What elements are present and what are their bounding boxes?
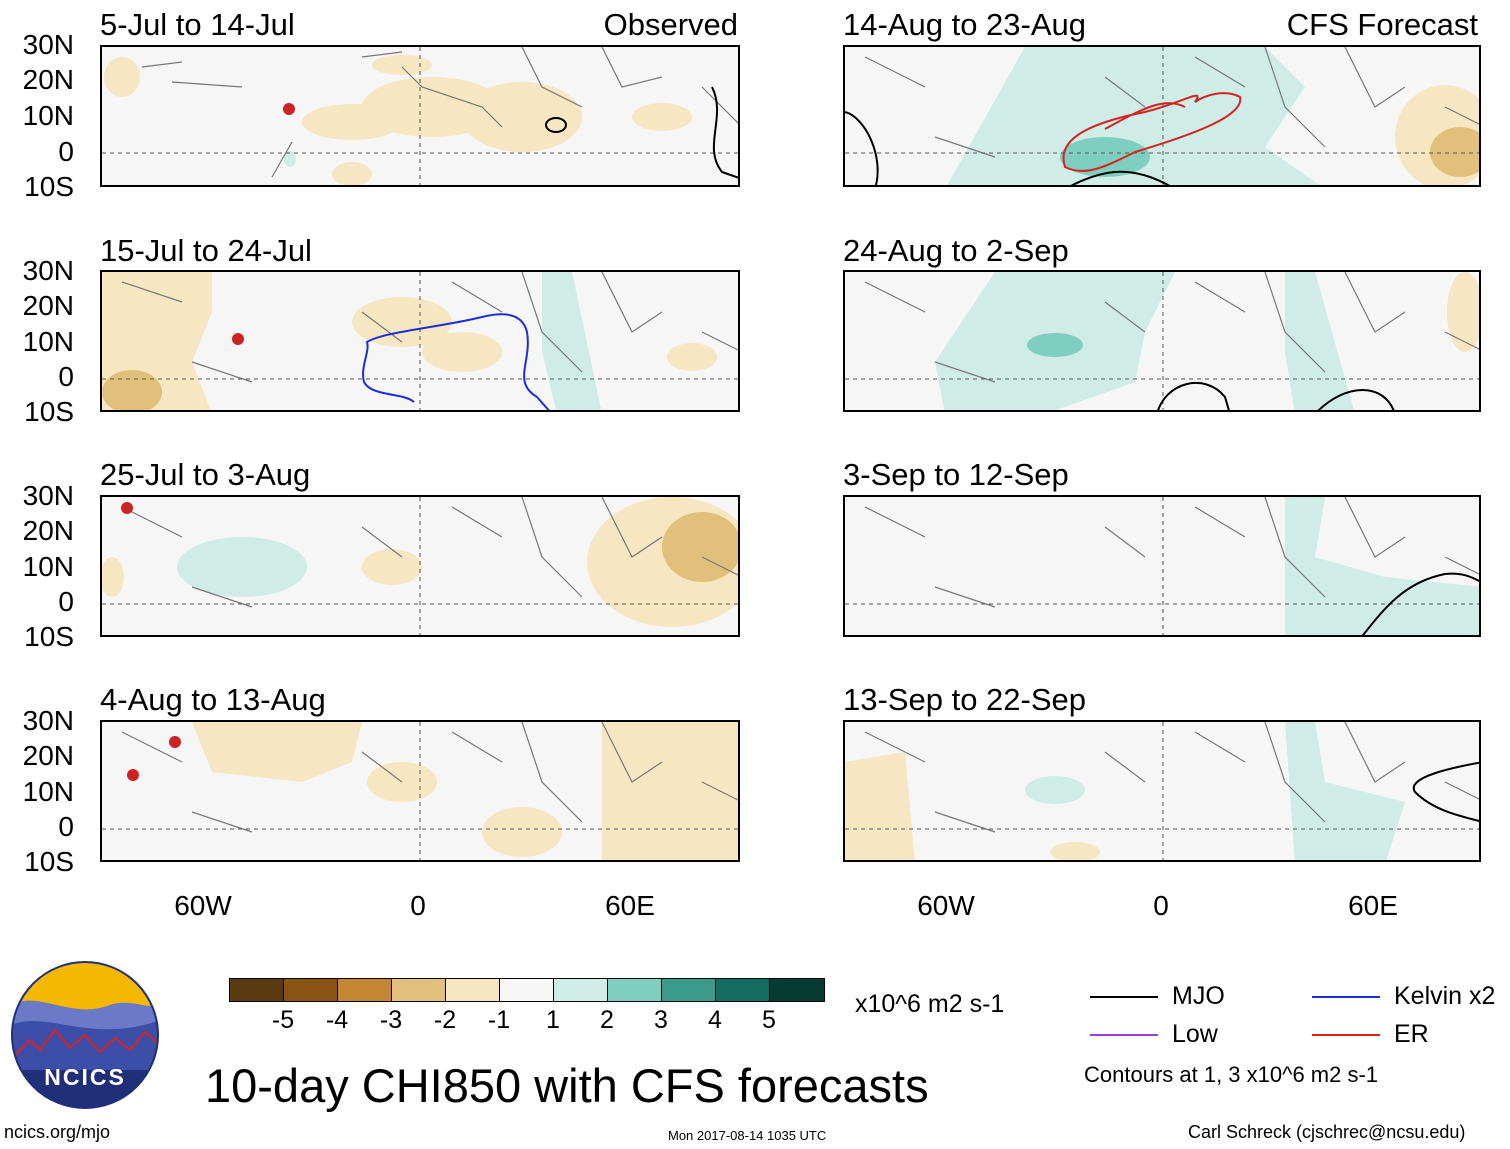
lat-label: 30N [22, 705, 74, 736]
legend-label: Low [1172, 1020, 1218, 1048]
colorbar-swatch [338, 979, 392, 1001]
map-panel-left-2 [100, 270, 740, 412]
colorbar-swatch [446, 979, 500, 1001]
panel-title-right-3: 3-Sep to 12-Sep [843, 457, 1069, 492]
lat-label: 10N [22, 100, 74, 131]
legend-label: Kelvin x2 [1394, 982, 1496, 1010]
lat-label: 10S [24, 846, 74, 877]
cfs-forecast-label: CFS Forecast [1286, 7, 1478, 42]
storm-icon [232, 333, 244, 345]
legend-label: ER [1394, 1020, 1429, 1048]
lat-label: 30N [22, 480, 74, 511]
map-panel-left-4 [100, 720, 740, 862]
colorbar-tick-label: 2 [600, 1006, 614, 1034]
contours-note: Contours at 1, 3 x10^6 m2 s-1 [1084, 1062, 1379, 1087]
colorbar-swatch [770, 979, 824, 1001]
colorbar-swatch [230, 979, 284, 1001]
footer-timestamp: Mon 2017-08-14 1035 UTC [668, 1128, 827, 1143]
lat-label: 10N [22, 326, 74, 357]
legend-kelvin: Kelvin x2 [1312, 982, 1495, 1011]
colorbar-swatch [284, 979, 338, 1001]
legend-mjo: MJO [1090, 982, 1225, 1011]
storm-icon [121, 502, 133, 514]
panel-title-right-1: 14-Aug to 23-Aug [843, 7, 1087, 42]
lon-label: 60E [605, 890, 655, 921]
lat-label: 10S [24, 171, 74, 202]
map-panel-left-3 [100, 495, 740, 637]
map-shading [845, 272, 1479, 410]
lat-label: 0 [58, 586, 74, 617]
lat-label: 0 [58, 136, 74, 167]
panel-title-left-3: 25-Jul to 3-Aug [100, 457, 311, 492]
panel-title-left-4: 4-Aug to 13-Aug [100, 682, 326, 717]
lat-label: 10N [22, 551, 74, 582]
colorbar-swatch [392, 979, 446, 1001]
colorbar-tick-label: -3 [379, 1006, 403, 1034]
footer-left: ncics.org/mjo [4, 1122, 111, 1142]
legend-low: Low [1090, 1020, 1218, 1049]
lat-label: 20N [22, 740, 74, 771]
lat-label: 10N [22, 776, 74, 807]
colorbar-tick-label: -2 [433, 1006, 457, 1034]
map-shading [845, 47, 1479, 185]
legend-line-er [1312, 1033, 1380, 1036]
lon-label: 60E [1348, 890, 1398, 921]
colorbar-tick-label: 4 [708, 1006, 722, 1034]
logo-text: NCICS [44, 1064, 126, 1090]
colorbar-swatch [716, 979, 770, 1001]
colorbar-tick-label: -4 [325, 1006, 349, 1034]
lat-label: 30N [22, 29, 74, 60]
lat-label: 20N [22, 290, 74, 321]
panel-title-left-2: 15-Jul to 24-Jul [100, 233, 312, 268]
map-shading [102, 272, 738, 410]
colorbar [229, 978, 825, 1002]
lon-label: 0 [410, 890, 426, 921]
lat-label: 10S [24, 621, 74, 652]
colorbar-swatch [608, 979, 662, 1001]
storm-icon [169, 736, 181, 748]
lon-label: 0 [1153, 890, 1169, 921]
panel-title-right-2: 24-Aug to 2-Sep [843, 233, 1069, 268]
legend-line-mjo [1090, 995, 1158, 998]
map-panel-right-4 [843, 720, 1481, 862]
figure-title: 10-day CHI850 with CFS forecasts [205, 1059, 929, 1112]
map-panel-right-2 [843, 270, 1481, 412]
map-shading [845, 722, 1479, 860]
colorbar-tick-label: 5 [762, 1006, 776, 1034]
colorbar-swatch [662, 979, 716, 1001]
map-panel-left-1 [100, 45, 740, 187]
panel-title-left-1: 5-Jul to 14-Jul [100, 7, 295, 42]
lat-label: 30N [22, 255, 74, 286]
lat-label: 0 [58, 361, 74, 392]
ncics-logo: NCICS [10, 960, 160, 1110]
legend-label: MJO [1172, 982, 1225, 1010]
lon-label: 60W [174, 890, 232, 921]
storm-icon [127, 769, 139, 781]
map-shading [102, 497, 738, 635]
colorbar-tick-label: 3 [654, 1006, 668, 1034]
legend-er: ER [1312, 1020, 1429, 1049]
map-panel-right-3 [843, 495, 1481, 637]
colorbar-swatch [554, 979, 608, 1001]
lat-label: 10S [24, 396, 74, 427]
panel-title-right-4: 13-Sep to 22-Sep [843, 682, 1087, 717]
map-shading [102, 47, 738, 185]
colorbar-swatch [500, 979, 554, 1001]
map-shading [845, 497, 1479, 635]
map-shading [102, 722, 738, 860]
colorbar-tick-label: -1 [487, 1006, 511, 1034]
footer-right: Carl Schreck (cjschrec@ncsu.edu) [1188, 1122, 1466, 1142]
lat-label: 0 [58, 811, 74, 842]
map-panel-right-1 [843, 45, 1481, 187]
lat-label: 20N [22, 64, 74, 95]
colorbar-units: x10^6 m2 s-1 [855, 990, 1005, 1018]
observed-label: Observed [603, 7, 738, 42]
legend-line-low [1090, 1033, 1158, 1036]
legend-line-kelvin [1312, 995, 1380, 998]
colorbar-tick-label: -5 [271, 1006, 295, 1034]
lat-label: 20N [22, 515, 74, 546]
lon-label: 60W [917, 890, 975, 921]
storm-icon [283, 103, 295, 115]
colorbar-tick-label: 1 [546, 1006, 560, 1034]
